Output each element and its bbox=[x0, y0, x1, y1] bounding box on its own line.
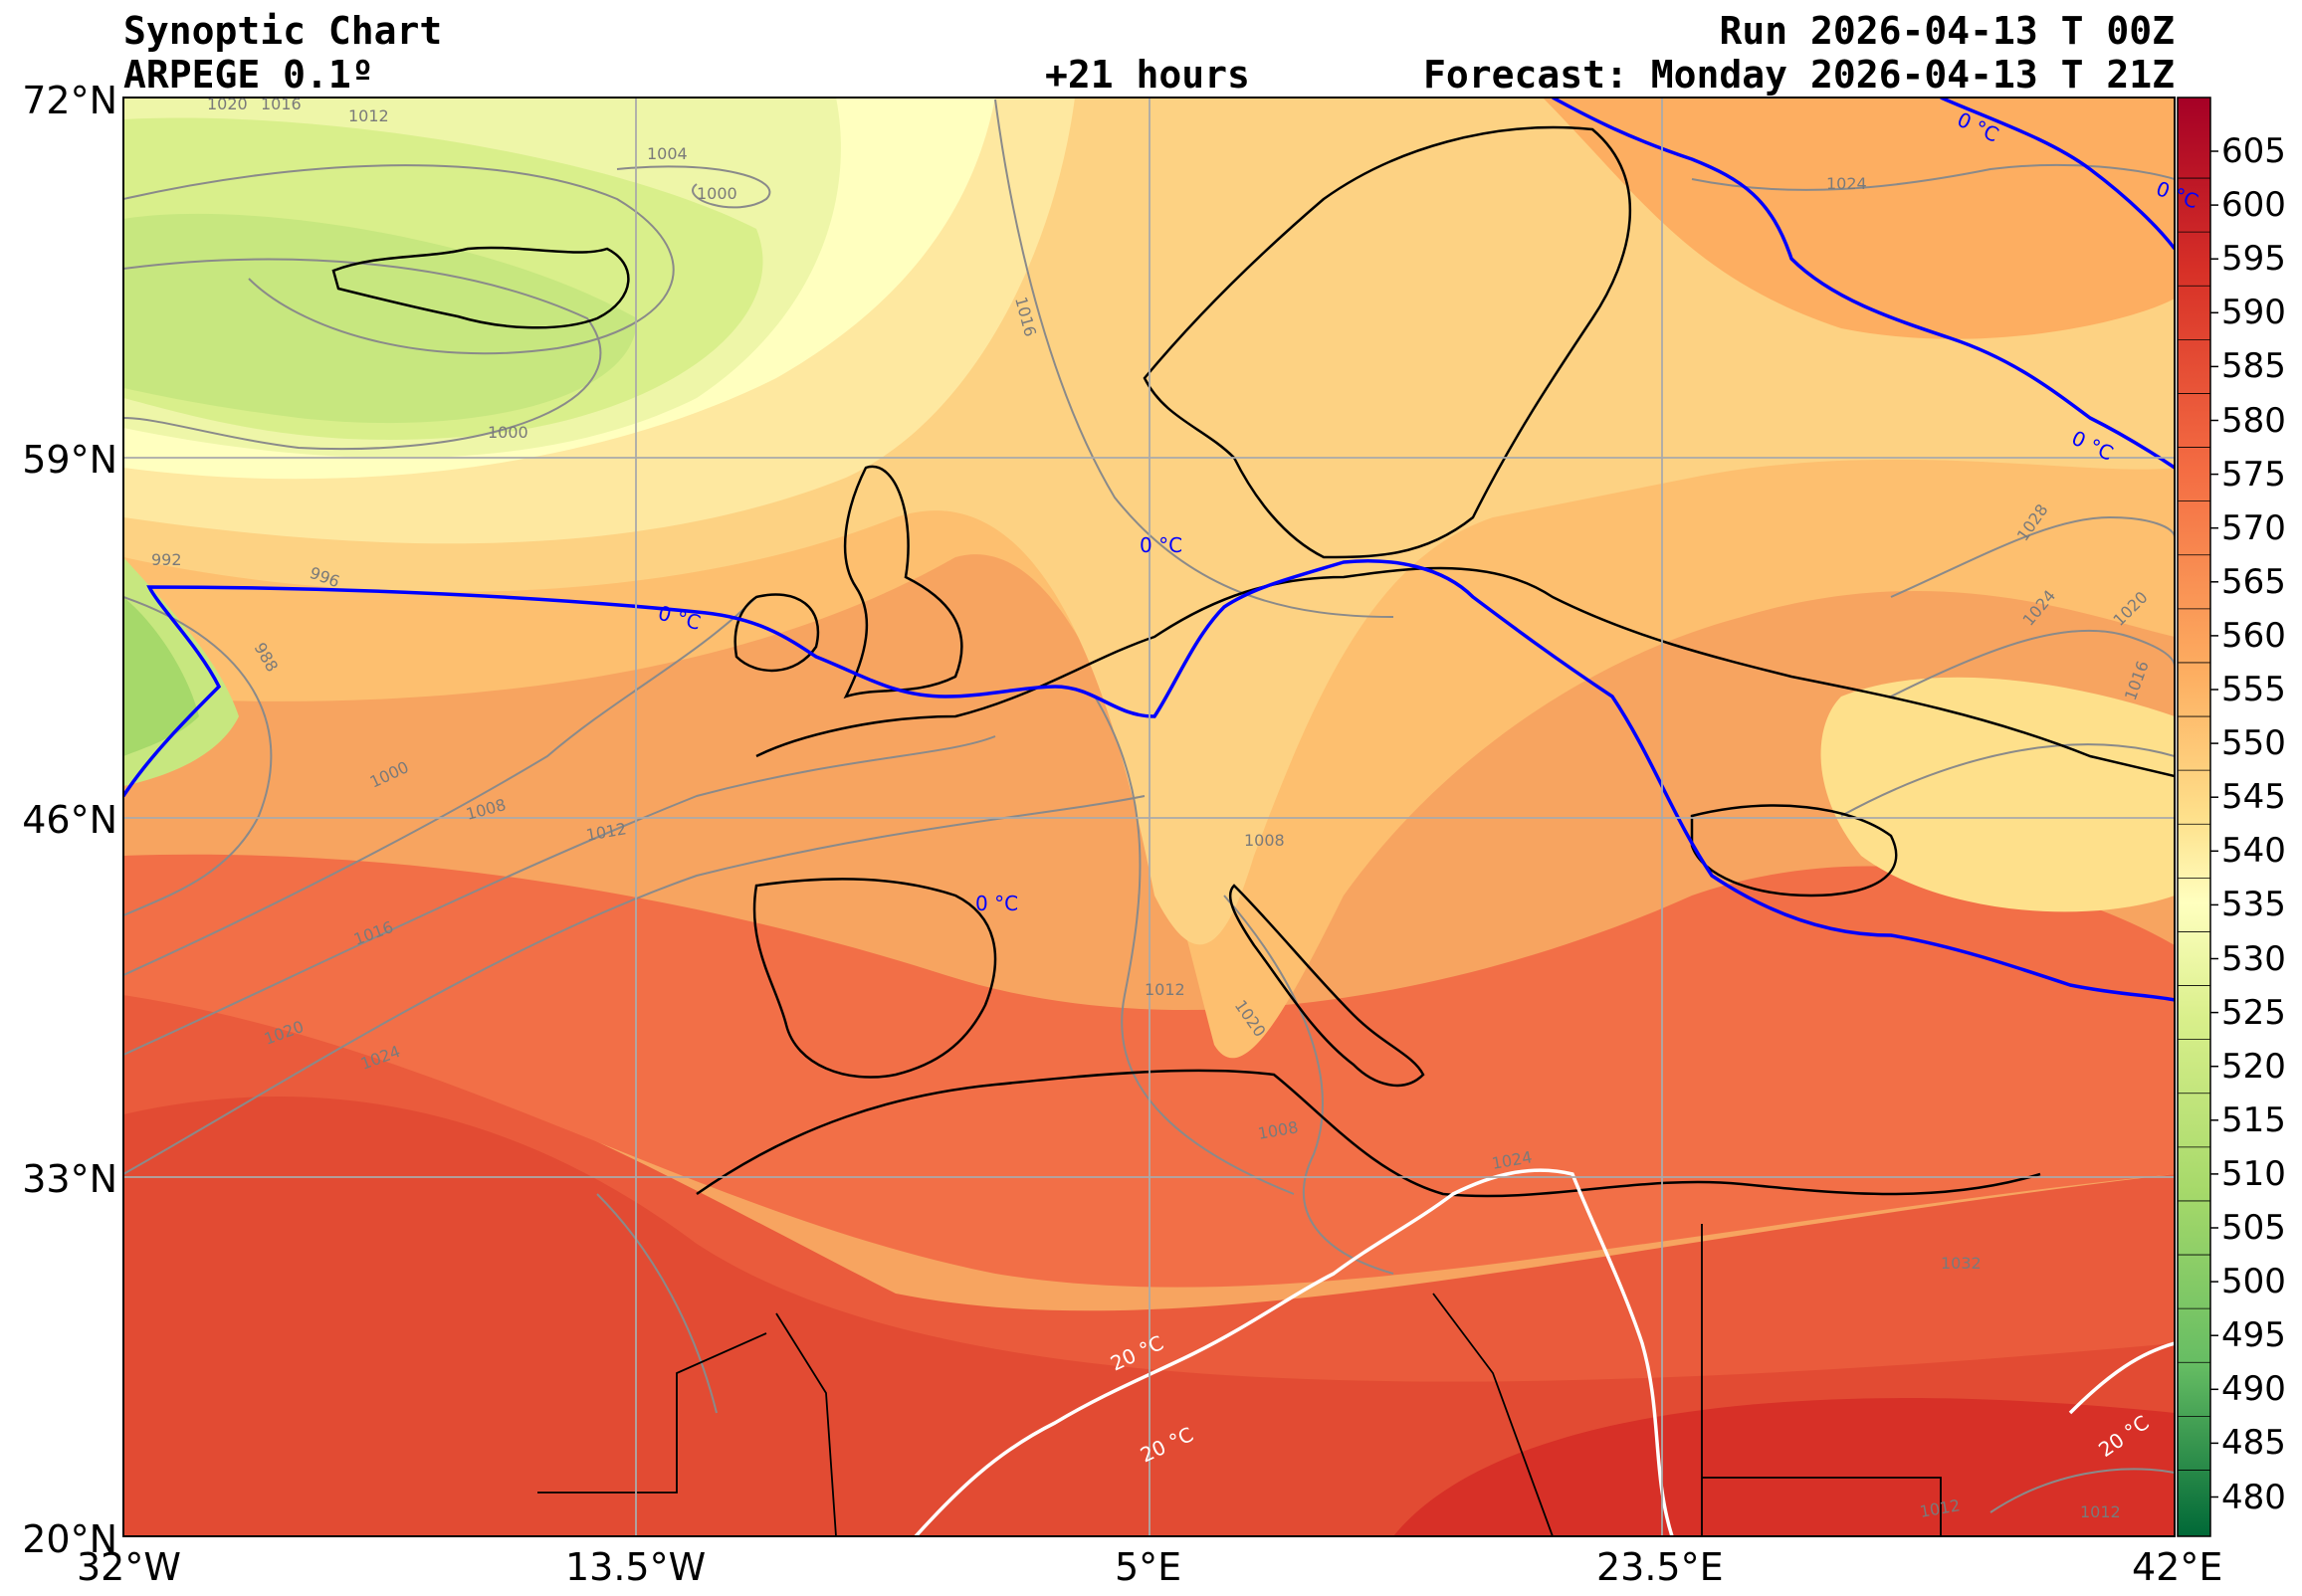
colorbar-label: 505 bbox=[2221, 1208, 2286, 1248]
chart-title: Synoptic Chart bbox=[123, 9, 443, 53]
lat-label-59n: 59°N bbox=[22, 438, 117, 482]
isobar-label: 992 bbox=[151, 550, 182, 569]
colorbar-label: 570 bbox=[2221, 507, 2286, 548]
lat-label-33n: 33°N bbox=[22, 1157, 117, 1201]
lat-label-20n: 20°N bbox=[22, 1517, 117, 1561]
isobar-label: 1012 bbox=[348, 106, 389, 125]
lon-label-5e: 5°E bbox=[1115, 1545, 1182, 1589]
colorbar-label: 545 bbox=[2221, 777, 2286, 818]
isobar-label: 1008 bbox=[1244, 831, 1285, 850]
colorbar-label: 565 bbox=[2221, 561, 2286, 602]
colorbar-label: 535 bbox=[2221, 885, 2286, 925]
colorbar-label: 560 bbox=[2221, 615, 2286, 656]
colorbar-label: 540 bbox=[2221, 831, 2286, 872]
isotherm-twenty-line-east bbox=[2068, 1341, 2175, 1415]
lon-label-23e: 23.5°E bbox=[1596, 1545, 1724, 1589]
isobar-label: 1000 bbox=[697, 184, 737, 203]
isotherm-zero-line bbox=[123, 559, 2175, 1002]
model-name: ARPEGE 0.1º bbox=[123, 53, 374, 97]
colorbar-label: 580 bbox=[2221, 400, 2286, 441]
coastlines bbox=[331, 125, 2175, 1536]
lat-label-72n: 72°N bbox=[22, 79, 117, 122]
isobar-label: 1012 bbox=[2080, 1502, 2121, 1521]
lead-time: +21 hours bbox=[1045, 53, 1250, 97]
colorbar-ticks bbox=[2178, 150, 2218, 1498]
colorbar-label: 480 bbox=[2221, 1477, 2286, 1517]
graticule bbox=[123, 98, 2175, 1536]
colorbar-label: 585 bbox=[2221, 346, 2286, 387]
colorbar-label: 595 bbox=[2221, 239, 2286, 280]
lon-label-32w: 32°W bbox=[77, 1545, 181, 1589]
isotherm-zero-line-east bbox=[1940, 98, 2175, 251]
isobar-label: 1000 bbox=[488, 423, 528, 442]
colorbar-label: 525 bbox=[2221, 992, 2286, 1033]
colorbar-label: 490 bbox=[2221, 1369, 2286, 1410]
colorbar-label: 590 bbox=[2221, 293, 2286, 333]
isobar-label: 1012 bbox=[1145, 980, 1185, 999]
isobar-lines bbox=[123, 99, 2175, 1513]
colorbar bbox=[2178, 98, 2210, 1536]
colorbar-label: 605 bbox=[2221, 131, 2286, 171]
map-frame bbox=[122, 97, 2176, 1537]
lon-label-42e: 42°E bbox=[2132, 1545, 2223, 1589]
colorbar-label: 575 bbox=[2221, 454, 2286, 495]
colorbar-label: 485 bbox=[2221, 1423, 2286, 1464]
geopotential-field bbox=[123, 98, 2175, 1536]
colorbar-label: 550 bbox=[2221, 723, 2286, 764]
forecast-time: Forecast: Monday 2026-04-13 T 21Z bbox=[1423, 53, 2175, 97]
colorbar-label: 600 bbox=[2221, 185, 2286, 226]
isobar-label: 1020 bbox=[207, 95, 248, 113]
isotherm-zero-line-north bbox=[1552, 98, 2175, 470]
run-time: Run 2026-04-13 T 00Z bbox=[1719, 9, 2175, 53]
isotherm-zero-label: 0 °C bbox=[1140, 533, 1182, 557]
colorbar-label: 555 bbox=[2221, 670, 2286, 709]
colorbar-label: 515 bbox=[2221, 1099, 2286, 1140]
lon-label-13w: 13.5°W bbox=[565, 1545, 707, 1589]
isobar-label: 1016 bbox=[261, 95, 302, 113]
colorbar-label: 495 bbox=[2221, 1315, 2286, 1356]
colorbar-label: 510 bbox=[2221, 1153, 2286, 1194]
isobar-label: 1032 bbox=[1941, 1254, 1982, 1273]
isotherm-zero-label: 0 °C bbox=[975, 892, 1018, 915]
lat-label-46n: 46°N bbox=[22, 798, 117, 842]
isobar-label: 1004 bbox=[647, 144, 688, 163]
colorbar-label: 500 bbox=[2221, 1262, 2286, 1302]
isotherm-twenty-line bbox=[914, 1168, 1674, 1536]
colorbar-label: 520 bbox=[2221, 1046, 2286, 1087]
isobar-label: 1024 bbox=[1826, 174, 1867, 193]
colorbar-label: 530 bbox=[2221, 938, 2286, 979]
